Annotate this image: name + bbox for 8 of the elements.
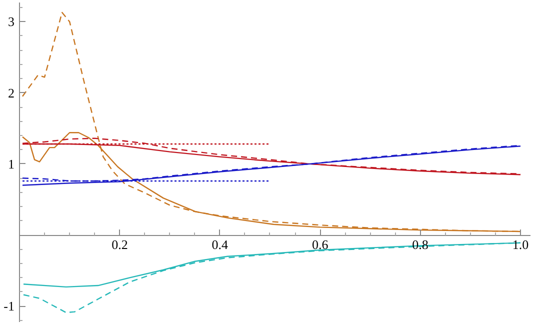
- y-tick-label: 2: [8, 85, 14, 100]
- x-tick-label: 1.0: [512, 237, 529, 252]
- y-tick-label: 1: [8, 156, 14, 172]
- x-tick-label: 0.2: [112, 237, 128, 252]
- x-tick-label: 0.6: [312, 237, 329, 252]
- y-tick-label: -1: [4, 298, 15, 314]
- y-tick-label: 3: [8, 14, 14, 30]
- x-tick-label: 0.4: [212, 237, 229, 252]
